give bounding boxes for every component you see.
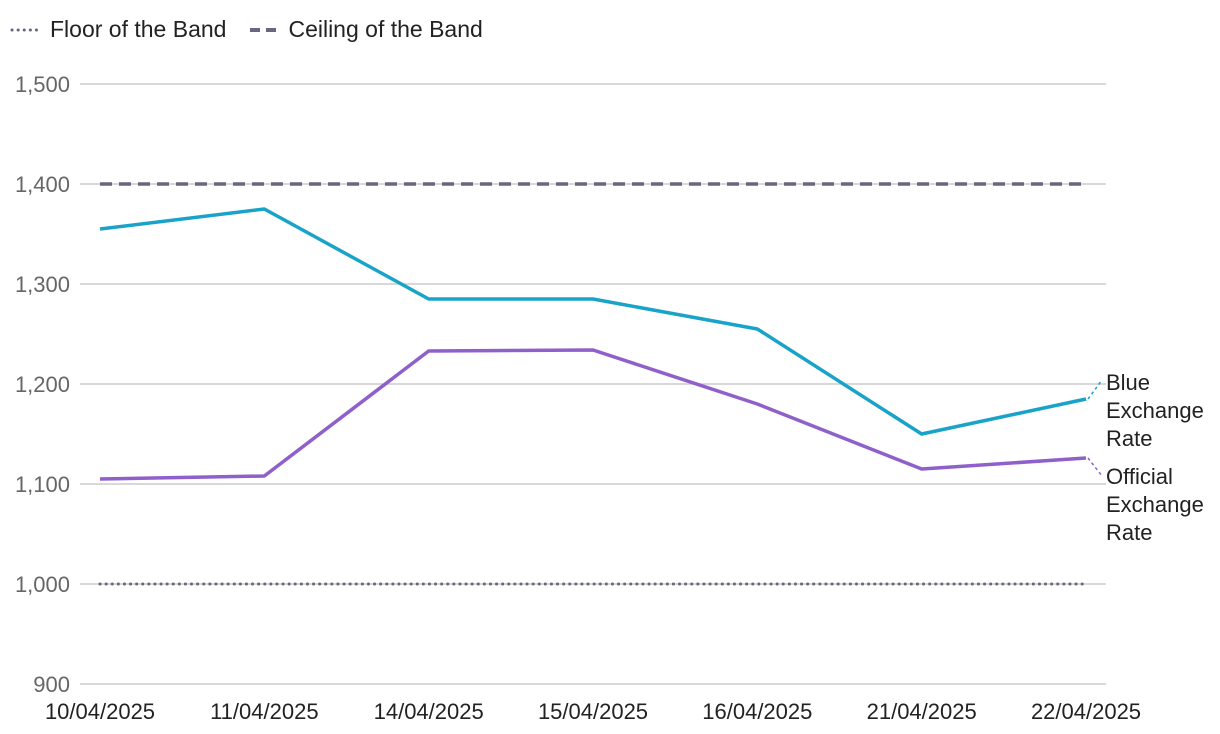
series-label: Rate <box>1106 426 1152 451</box>
legend-swatch-dotted <box>10 28 44 31</box>
series-line-2 <box>99 207 1087 436</box>
y-tick-label: 1,100 <box>15 472 70 497</box>
legend-swatch-dashed <box>250 27 281 32</box>
series-label: Blue <box>1106 370 1150 395</box>
series-label: Official <box>1106 464 1173 489</box>
x-tick-label: 14/04/2025 <box>374 699 484 724</box>
x-tick-label: 22/04/2025 <box>1031 699 1141 724</box>
y-tick-label: 1,400 <box>15 172 70 197</box>
chart-legend: Floor of the Band Ceiling of the Band <box>10 16 483 43</box>
series-label: Exchange <box>1106 492 1204 517</box>
x-tick-label: 21/04/2025 <box>867 699 977 724</box>
series-line-3 <box>99 348 1087 481</box>
x-tick-label: 15/04/2025 <box>538 699 648 724</box>
y-tick-label: 1,200 <box>15 372 70 397</box>
legend-label-floor: Floor of the Band <box>50 16 227 42</box>
x-tick-label: 10/04/2025 <box>45 699 155 724</box>
x-tick-label: 16/04/2025 <box>702 699 812 724</box>
legend-item-ceiling: Ceiling of the Band <box>248 16 483 43</box>
legend-label-ceiling: Ceiling of the Band <box>288 16 483 42</box>
series-label-leader <box>1087 457 1103 477</box>
y-tick-label: 900 <box>33 672 70 697</box>
series-label: Exchange <box>1106 398 1204 423</box>
y-tick-label: 1,000 <box>15 572 70 597</box>
series-label: Rate <box>1106 520 1152 545</box>
x-tick-label: 11/04/2025 <box>210 699 318 724</box>
legend-item-floor: Floor of the Band <box>10 16 226 43</box>
series-label-leader <box>1087 379 1103 400</box>
y-tick-label: 1,500 <box>15 72 70 97</box>
y-tick-label: 1,300 <box>15 272 70 297</box>
